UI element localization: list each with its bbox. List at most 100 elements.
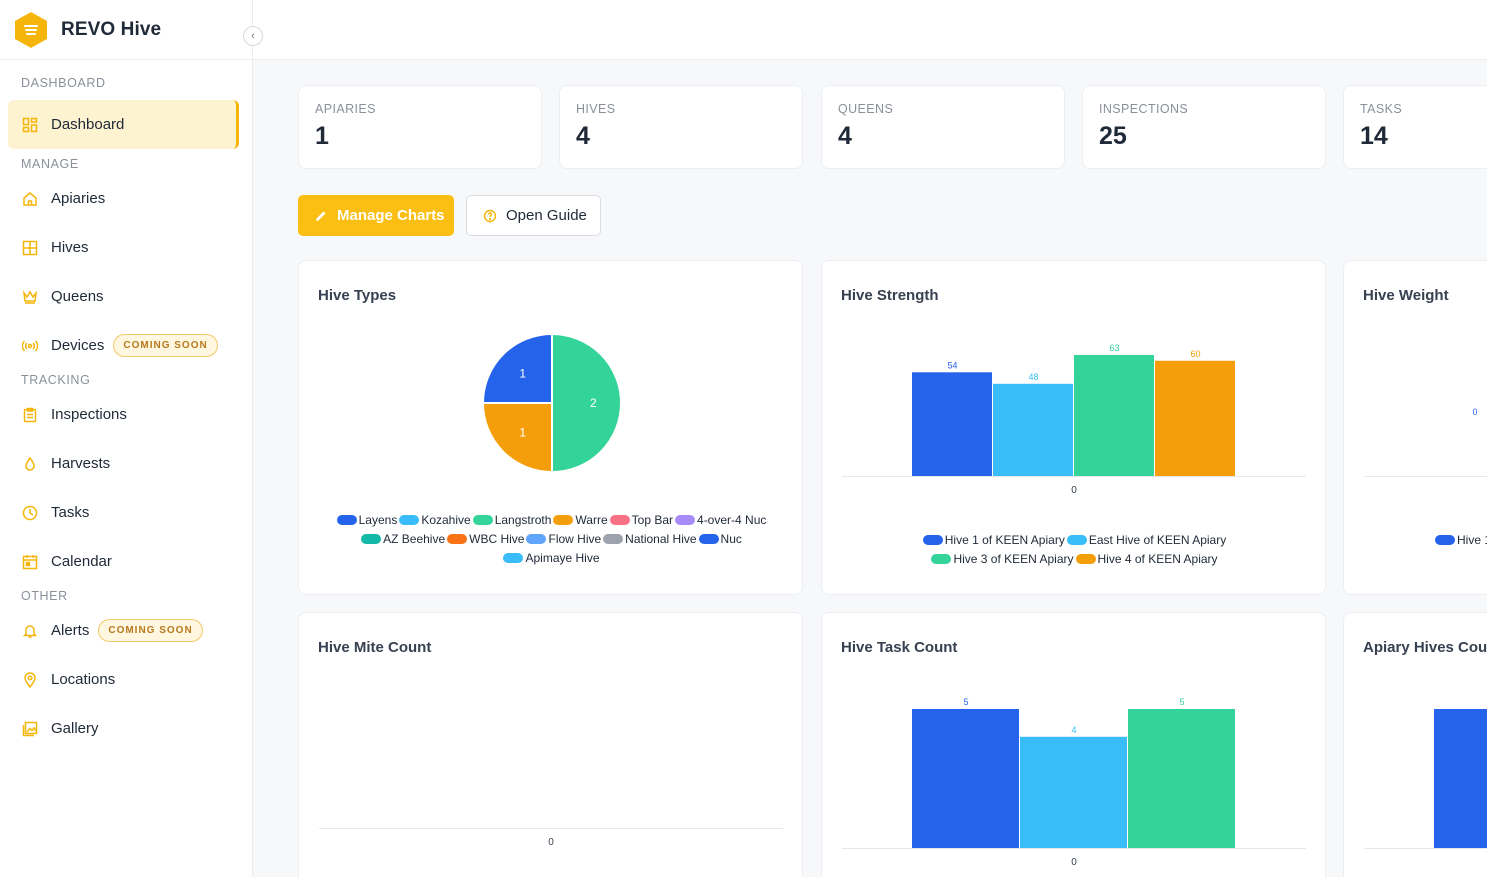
stat-card-hives[interactable]: HIVES 4 bbox=[559, 85, 803, 169]
stat-card-apiaries[interactable]: APIARIES 1 bbox=[298, 85, 542, 169]
open-guide-button[interactable]: Open Guide bbox=[466, 195, 601, 236]
legend-swatch bbox=[603, 534, 624, 544]
legend-swatch bbox=[698, 534, 719, 544]
bar bbox=[1074, 355, 1154, 476]
card-apiary-hives-count: Apiary Hives Coun bbox=[1343, 612, 1487, 877]
sidebar-item-calendar[interactable]: Calendar bbox=[0, 537, 252, 586]
sidebar-item-locations[interactable]: Locations bbox=[0, 655, 252, 704]
legend-item[interactable]: Hive 1 of KEEN Apiary bbox=[922, 531, 1065, 549]
pencil-icon bbox=[314, 209, 328, 223]
legend-item[interactable]: Hive 1 bbox=[1435, 531, 1487, 549]
legend-label: WBC Hive bbox=[469, 532, 525, 546]
legend-item[interactable]: Flow Hive bbox=[526, 530, 601, 548]
sidebar-item-label: Tasks bbox=[51, 504, 90, 521]
topbar bbox=[253, 0, 1487, 60]
sidebar-item-hives[interactable]: Hives bbox=[0, 223, 252, 272]
card-hive-task-count: Hive Task Count 5 4 5 0 bbox=[821, 612, 1326, 877]
legend-item[interactable]: Langstroth bbox=[472, 511, 552, 529]
legend-swatch bbox=[1435, 535, 1455, 545]
sidebar-item-apiaries[interactable]: Apiaries bbox=[0, 174, 252, 223]
drop-icon bbox=[22, 456, 38, 472]
sidebar-item-alerts[interactable]: Alerts COMING SOON bbox=[0, 606, 252, 655]
manage-charts-button[interactable]: Manage Charts bbox=[298, 195, 454, 236]
stat-card-queens[interactable]: QUEENS 4 bbox=[821, 85, 1065, 169]
sidebar-item-gallery[interactable]: Gallery bbox=[0, 704, 252, 753]
legend-item[interactable]: Layens bbox=[336, 511, 398, 529]
legend-label: 4-over-4 Nuc bbox=[697, 513, 767, 527]
stat-value: 4 bbox=[838, 122, 852, 150]
home-icon bbox=[22, 191, 38, 207]
sidebar-item-dashboard[interactable]: Dashboard bbox=[8, 100, 239, 149]
legend-item[interactable]: WBC Hive bbox=[447, 530, 524, 548]
card-title: Hive Weight bbox=[1363, 287, 1449, 304]
sidebar-item-queens[interactable]: Queens bbox=[0, 272, 252, 321]
legend-item[interactable]: East Hive of KEEN Apiary bbox=[1066, 531, 1227, 549]
map-pin-icon bbox=[22, 671, 38, 688]
legend-label: Layens bbox=[358, 513, 398, 527]
hive-logo-icon bbox=[15, 11, 47, 48]
sidebar-item-label: Dashboard bbox=[51, 116, 125, 133]
legend-item[interactable]: Hive 3 of KEEN Apiary bbox=[931, 550, 1074, 568]
sidebar-item-tasks[interactable]: Tasks bbox=[0, 488, 252, 537]
crown-icon bbox=[22, 289, 38, 305]
card-hive-strength: Hive Strength 54 48 63 60 0 Hive 1 of KEEN A… bbox=[821, 260, 1326, 595]
card-hive-weight: Hive Weight 0 Hive 1Hiv bbox=[1343, 260, 1487, 595]
legend-swatch bbox=[526, 534, 547, 544]
legend-swatch bbox=[472, 515, 493, 525]
stat-card-inspections[interactable]: INSPECTIONS 25 bbox=[1082, 85, 1326, 169]
legend-item[interactable]: 4-over-4 Nuc bbox=[675, 511, 766, 529]
pie-slice bbox=[481, 332, 553, 404]
stat-label: APIARIES bbox=[315, 102, 376, 116]
card-hive-types: Hive Types 2 1 1 Layens Kozahive Langstroth W… bbox=[298, 260, 803, 595]
bar-value-label: 5 bbox=[963, 697, 968, 707]
bar-value-label: 63 bbox=[1109, 343, 1119, 353]
section-title-manage: MANAGE bbox=[21, 157, 79, 171]
legend-swatch bbox=[922, 535, 943, 545]
legend-label: Apimaye Hive bbox=[525, 551, 600, 565]
card-hive-mite-count: Hive Mite Count 0 bbox=[298, 612, 803, 877]
legend-item[interactable]: Apimaye Hive bbox=[503, 549, 600, 567]
legend-label: Kozahive bbox=[421, 513, 471, 527]
brand[interactable]: REVO Hive bbox=[0, 0, 252, 60]
apiary-hives-count-bar-chart bbox=[1364, 709, 1487, 849]
calendar-icon bbox=[22, 554, 38, 570]
hive-weight-bar-chart: 0 bbox=[1364, 407, 1487, 477]
legend-swatch bbox=[675, 515, 696, 525]
stat-value: 4 bbox=[576, 122, 590, 150]
legend-item[interactable]: Kozahive bbox=[399, 511, 471, 529]
sidebar-item-inspections[interactable]: Inspections bbox=[0, 390, 252, 439]
legend-item[interactable]: AZ Beehive bbox=[361, 530, 445, 548]
stat-label: TASKS bbox=[1360, 102, 1403, 116]
legend-item[interactable]: Top Bar bbox=[609, 511, 673, 529]
legend-swatch bbox=[361, 534, 382, 544]
sidebar-item-label: Alerts bbox=[51, 622, 90, 639]
pie-slice bbox=[481, 402, 553, 474]
card-title: Hive Strength bbox=[841, 287, 939, 304]
clock-icon bbox=[22, 505, 38, 521]
legend-item[interactable]: Warre bbox=[553, 511, 608, 529]
legend-label: East Hive of KEEN Apiary bbox=[1088, 533, 1227, 547]
pie-slice-label: 1 bbox=[519, 367, 526, 381]
sidebar-item-label: Queens bbox=[51, 288, 104, 305]
stat-card-tasks[interactable]: TASKS 14 bbox=[1343, 85, 1487, 169]
section-title-other: OTHER bbox=[21, 589, 68, 603]
legend-label: Hive 1 bbox=[1457, 533, 1487, 547]
legend-item[interactable]: Hive 4 of KEEN Apiary bbox=[1075, 550, 1218, 568]
sidebar-item-label: Apiaries bbox=[51, 190, 106, 207]
broadcast-icon bbox=[22, 338, 38, 354]
sidebar-item-label: Inspections bbox=[51, 406, 127, 423]
x-tick-label: 0 bbox=[1071, 857, 1077, 868]
sidebar-item-harvests[interactable]: Harvests bbox=[0, 439, 252, 488]
legend-item[interactable]: National Hive bbox=[603, 530, 697, 548]
bar-value-label: 54 bbox=[947, 360, 957, 370]
legend-label: Langstroth bbox=[494, 513, 552, 527]
legend-item[interactable]: Nuc bbox=[698, 530, 742, 548]
sidebar-item-devices[interactable]: Devices COMING SOON bbox=[0, 321, 252, 370]
sidebar-collapse-button[interactable]: ‹ bbox=[243, 26, 263, 46]
coming-soon-badge: COMING SOON bbox=[98, 619, 203, 642]
sidebar-item-label: Devices bbox=[51, 337, 105, 354]
legend-label: Flow Hive bbox=[548, 532, 602, 546]
sidebar-item-label: Hives bbox=[51, 239, 89, 256]
gallery-icon bbox=[22, 721, 38, 737]
bar bbox=[993, 383, 1073, 476]
